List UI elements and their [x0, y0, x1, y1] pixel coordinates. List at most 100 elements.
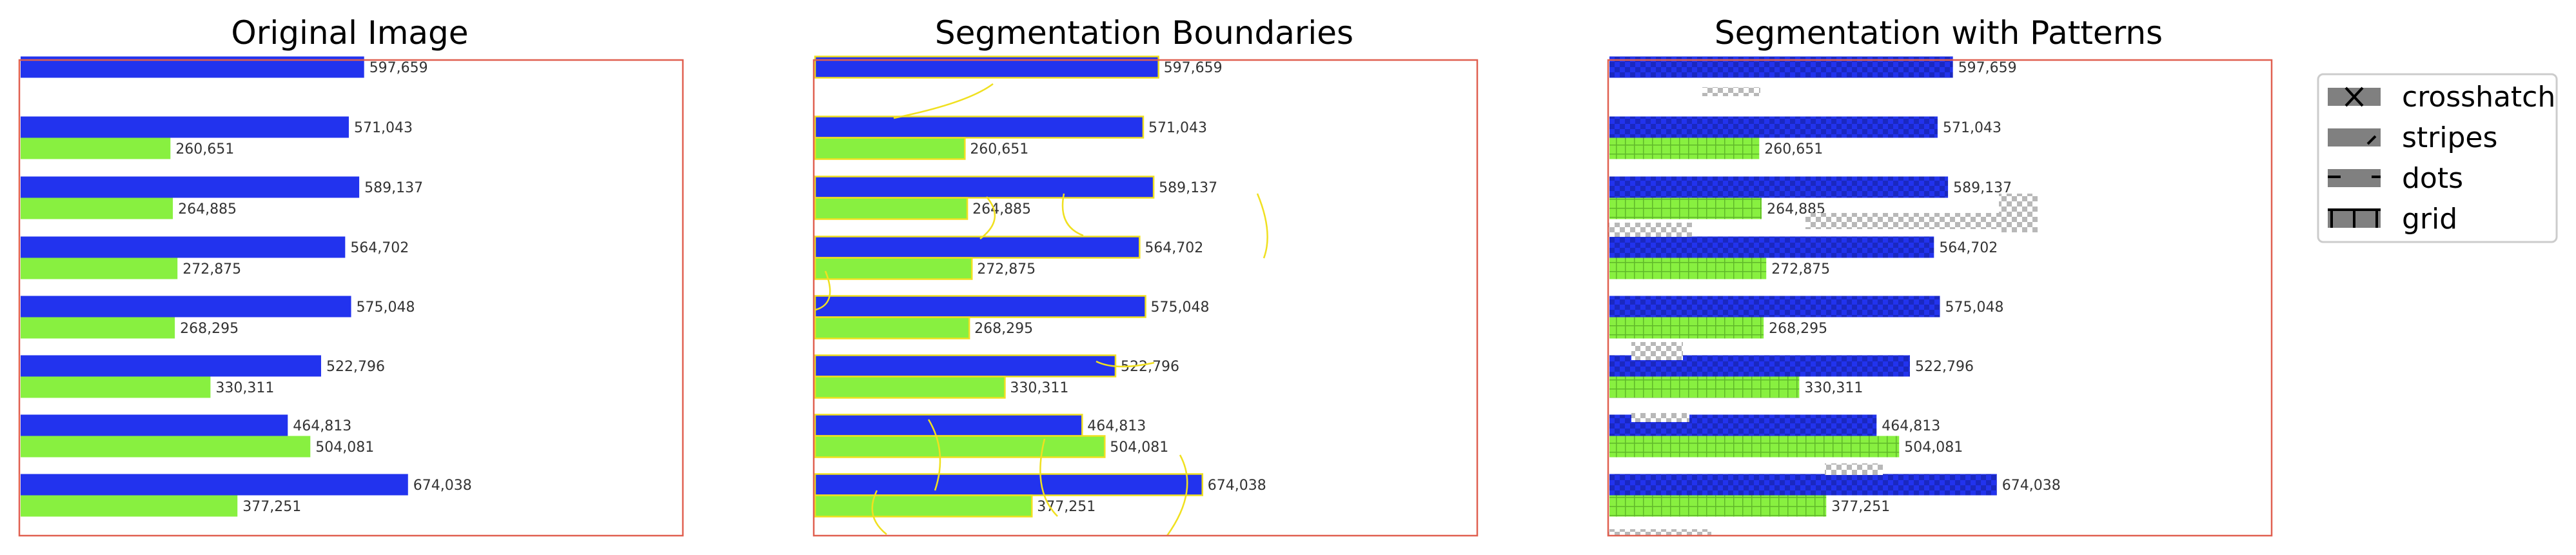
- value-label: 564,702: [1939, 240, 1998, 256]
- blue-bar-8: [814, 473, 1204, 496]
- value-label: 264,885: [178, 201, 237, 217]
- legend-item: crosshatch: [2328, 81, 2555, 114]
- value-label: 264,885: [972, 201, 1031, 217]
- segment-boundary: [979, 196, 996, 239]
- segment-boundary: [1256, 193, 1268, 259]
- panel-title: Segmentation Boundaries: [935, 14, 1353, 52]
- green-bar-4: [1609, 257, 1767, 279]
- value-label: 575,048: [1151, 299, 1210, 316]
- value-label: 260,651: [970, 141, 1028, 157]
- green-bar-8: [814, 494, 1033, 518]
- value-label: 504,081: [315, 439, 374, 456]
- green-bar-8: [21, 495, 238, 517]
- axes-frame: [812, 59, 1479, 537]
- value-label: 575,048: [357, 299, 415, 316]
- value-label: 571,043: [354, 120, 413, 136]
- panel-title: Segmentation with Patterns: [1715, 14, 2163, 52]
- blue-bar-4: [814, 236, 1141, 259]
- value-label: 377,251: [1037, 499, 1096, 515]
- value-label: 564,702: [1145, 240, 1203, 256]
- green-bar-5: [1609, 317, 1764, 339]
- value-label: 674,038: [1208, 478, 1266, 494]
- crosshatch-icon: [2328, 86, 2381, 107]
- blue-bar-8: [21, 474, 408, 496]
- legend-items: crosshatch stripes dots grid: [2328, 81, 2555, 236]
- green-bar-4: [21, 257, 178, 279]
- chart-panel-2: Segmentation Boundaries 597,659 571,043 589…: [812, 14, 1479, 537]
- blue-bar-3: [21, 176, 360, 198]
- value-label: 674,038: [2002, 478, 2061, 494]
- legend: crosshatch stripes dots grid: [2317, 73, 2558, 243]
- value-label: 564,702: [350, 240, 409, 256]
- blue-bar-8: [1609, 474, 1997, 496]
- segment-boundary: [1096, 360, 1155, 368]
- blue-bar-7: [814, 414, 1083, 437]
- green-bar-7: [1609, 436, 1900, 458]
- panels-layer: Original Image 597,659 571,043 589,137 564,7…: [18, 14, 2273, 537]
- value-label: 268,295: [180, 321, 239, 337]
- value-label: 272,875: [1771, 261, 1830, 278]
- blue-bar-2: [21, 116, 349, 138]
- value-label: 377,251: [242, 499, 301, 515]
- pattern-region: [1631, 342, 1683, 360]
- green-bar-6: [814, 376, 1006, 399]
- value-label: 268,295: [974, 321, 1033, 337]
- value-label: 464,813: [293, 418, 351, 434]
- legend-item: stripes: [2328, 121, 2497, 154]
- value-label: 260,651: [175, 141, 234, 157]
- value-label: 522,796: [1915, 359, 1974, 375]
- value-label: 272,875: [977, 261, 1036, 278]
- segment-boundary: [927, 419, 941, 491]
- blue-bar-5: [21, 296, 351, 318]
- legend-label: stripes: [2402, 121, 2497, 154]
- green-bar-2: [21, 137, 171, 159]
- value-label: 597,659: [1164, 60, 1223, 76]
- value-label: 597,659: [369, 60, 428, 76]
- blue-bar-5: [814, 295, 1146, 318]
- axes-frame: [1607, 59, 2273, 537]
- green-bar-7: [814, 435, 1106, 458]
- legend-item: grid: [2328, 203, 2457, 236]
- blue-bar-6: [21, 355, 321, 377]
- value-label: 589,137: [1159, 180, 1217, 196]
- value-label: 504,081: [1110, 439, 1168, 456]
- chart-panel-3: Segmentation with Patterns 597,659 571,043…: [1607, 14, 2273, 537]
- green-bar-3: [814, 197, 968, 220]
- pattern-region: [1608, 529, 1711, 536]
- value-label: 268,295: [1769, 321, 1827, 337]
- segment-boundary: [1166, 454, 1188, 536]
- green-bar-2: [814, 137, 966, 160]
- pattern-region: [1702, 87, 1760, 96]
- green-bar-5: [21, 317, 175, 339]
- value-label: 504,081: [1904, 439, 1963, 456]
- dots-icon: [2328, 169, 2381, 187]
- green-bar-5: [814, 316, 970, 339]
- segment-boundary: [893, 83, 994, 119]
- blue-bar-5: [1609, 296, 1940, 318]
- value-label: 575,048: [1945, 299, 2004, 316]
- green-bar-6: [21, 376, 211, 398]
- chart-panel-1: Original Image 597,659 571,043 589,137 564,7…: [18, 14, 684, 537]
- pattern-region: [1999, 194, 2038, 232]
- legend-label: dots: [2402, 162, 2463, 195]
- legend-label: grid: [2402, 203, 2457, 236]
- value-label: 260,651: [1764, 141, 1823, 157]
- value-label: 330,311: [1010, 380, 1068, 396]
- legend-item: dots: [2328, 162, 2463, 195]
- segment-boundary: [815, 270, 831, 311]
- legend-frame: [2317, 73, 2558, 243]
- grid-icon: [2328, 208, 2381, 228]
- value-label: 674,038: [413, 478, 472, 494]
- pattern-region: [1805, 213, 2018, 229]
- green-bar-7: [21, 436, 311, 458]
- value-label: 464,813: [1087, 418, 1146, 434]
- pattern-region: [1631, 413, 1689, 422]
- green-bar-3: [21, 197, 173, 219]
- value-label: 571,043: [1943, 120, 2001, 136]
- green-bar-4: [814, 257, 973, 280]
- value-label: 597,659: [1958, 60, 2017, 76]
- value-label: 589,137: [364, 180, 423, 196]
- blue-bar-7: [21, 414, 288, 436]
- axes-frame: [18, 59, 684, 537]
